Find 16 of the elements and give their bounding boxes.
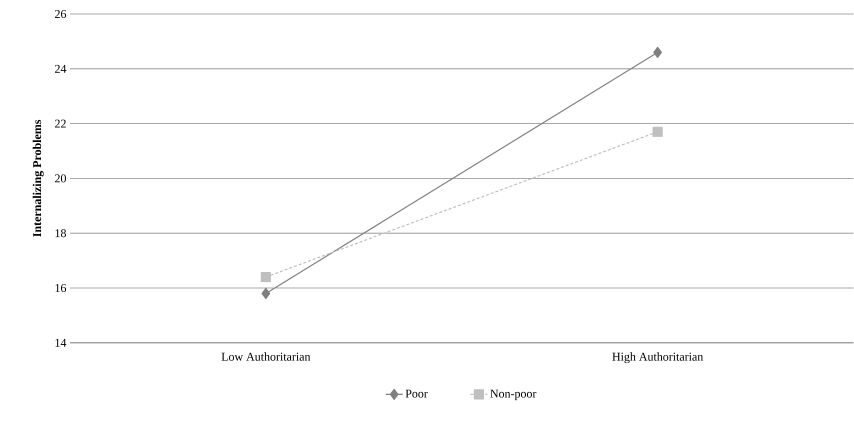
point [262, 288, 270, 300]
y-tick-label: 26 [55, 10, 66, 18]
y-tick-label: 20 [55, 174, 66, 183]
y-tick-label: 16 [56, 284, 66, 292]
point [653, 46, 662, 58]
point [652, 126, 663, 138]
y-tick-label: 18 [56, 229, 66, 238]
legend-label: Non-poor [490, 390, 536, 400]
y-tick-label: 22 [55, 120, 66, 128]
y-axis-title: Internalizing Problems [32, 120, 44, 237]
x-tick-label: High Authoritarian [612, 352, 704, 364]
y-tick-label: 24 [55, 64, 66, 73]
legend-label: Poor [406, 390, 428, 398]
y-tick-label: 14 [56, 338, 66, 347]
point [260, 272, 271, 282]
x-tick-label: Low Authoritarian [222, 352, 310, 361]
